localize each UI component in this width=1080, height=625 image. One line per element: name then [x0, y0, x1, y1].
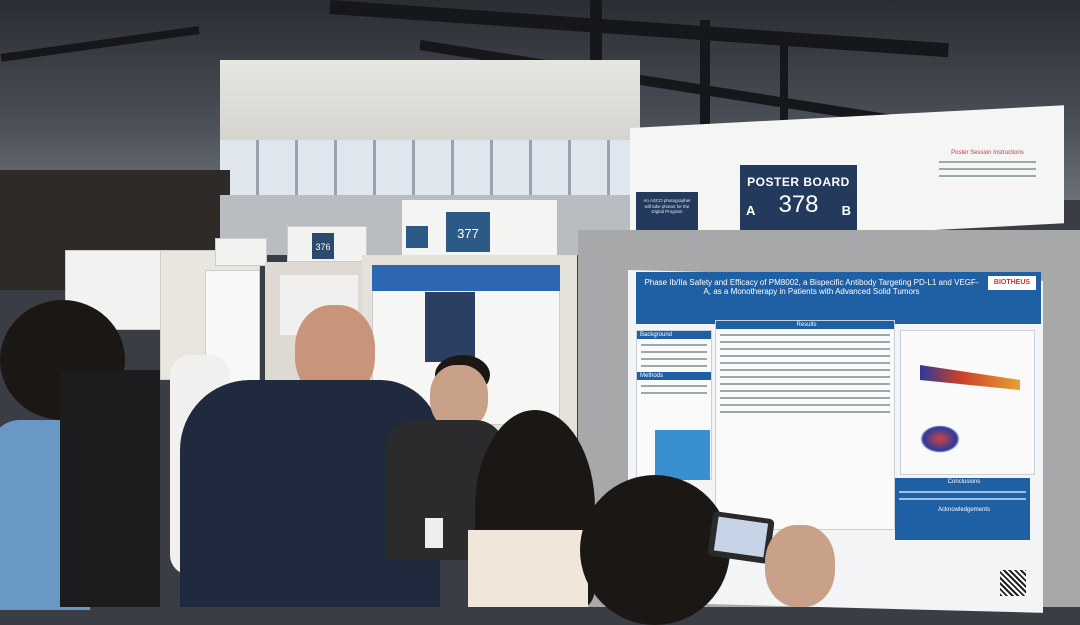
presenter-face [430, 365, 488, 430]
poster-column-figures [900, 330, 1035, 475]
ceiling-truss [780, 40, 788, 140]
person-cream-top [468, 530, 588, 607]
section-conclusions: Conclusions [895, 478, 1030, 486]
poster-header: Phase Ib/IIa Safety and Efficacy of PM80… [636, 272, 1041, 324]
ceiling-truss [700, 20, 710, 130]
section-background: Background [637, 331, 711, 339]
board-377-sign: 377 [446, 212, 490, 252]
instructions-sheet: Poster Session Instructions [935, 150, 1040, 215]
poster-conclusions: Conclusions Acknowledgements [895, 478, 1030, 540]
poster-table [655, 430, 710, 480]
section-results: Results [716, 321, 894, 329]
poster-377-panel [425, 292, 475, 362]
photo-notice-sign [406, 226, 428, 248]
phone-screen [713, 516, 769, 558]
badge [425, 518, 443, 548]
section-methods: Methods [637, 372, 711, 380]
section-acknowledgements: Acknowledgements [895, 506, 1030, 514]
person-photographing [580, 475, 730, 625]
spider-plot [920, 425, 960, 453]
far-board-header [215, 238, 267, 266]
photo-notice-sign: An ASCO photographer will take photos fo… [636, 192, 698, 236]
poster-377-header [372, 265, 560, 291]
poster-column-results: Results [715, 320, 895, 530]
board-378-sign: POSTER BOARD 378 A B [740, 165, 857, 235]
hand [765, 525, 835, 607]
board-376-sign: 376 [312, 233, 334, 259]
person-dark [60, 370, 160, 607]
qr-code [1000, 570, 1026, 596]
sponsor-logo: BIOTHEUS [988, 276, 1036, 290]
